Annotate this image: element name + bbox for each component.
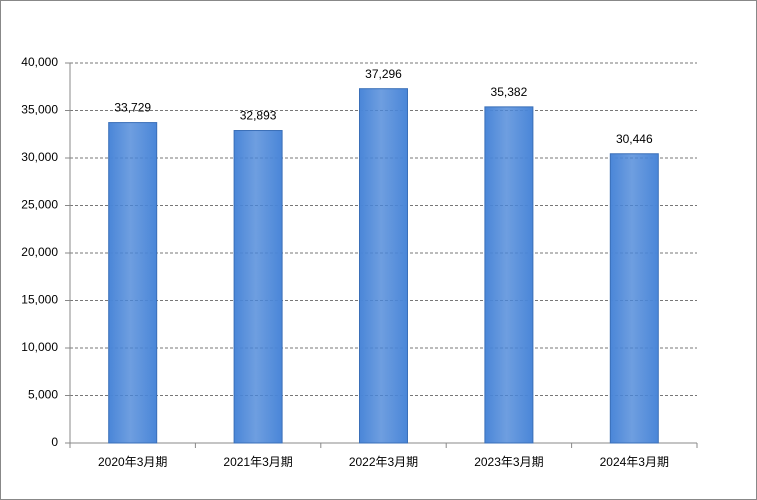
bar [359,88,408,444]
value-label: 35,382 [491,85,528,99]
value-label: 33,729 [114,101,151,115]
value-label: 30,446 [616,132,653,146]
x-tick-label: 2020年3月期 [98,455,167,469]
y-tick-label: 20,000 [21,245,58,259]
y-tick-label: 0 [51,435,58,449]
y-tick-label: 35,000 [21,103,58,117]
x-tick-label: 2023年3月期 [474,455,543,469]
bar [609,153,659,444]
x-tick-label: 2024年3月期 [600,455,669,469]
x-tick-label: 2022年3月期 [349,455,418,469]
y-tick-label: 25,000 [21,198,58,212]
y-tick-label: 40,000 [21,55,58,69]
y-tick-label: 10,000 [21,340,58,354]
x-tick-label: 2021年3月期 [223,455,292,469]
y-tick-label: 30,000 [21,150,58,164]
bar [484,106,534,444]
bar [233,130,283,444]
value-label: 37,296 [365,67,402,81]
y-tick-label: 15,000 [21,293,58,307]
y-tick-label: 5,000 [28,388,58,402]
bar [108,122,158,444]
value-label: 32,893 [240,109,277,123]
